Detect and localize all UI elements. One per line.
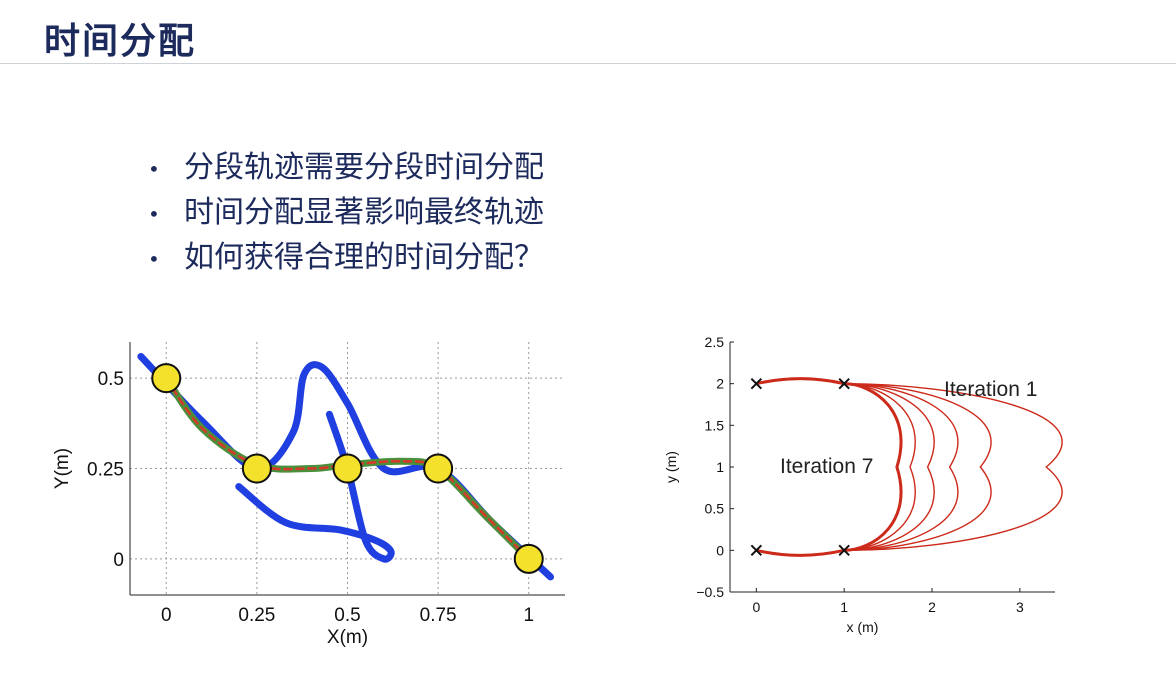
y-tick-label: 0 [716,542,724,558]
waypoint-cross-icon [838,377,850,390]
iteration-chart: 0 1 2 3 −0.5 0 0.5 1 1.5 2 2.5 x (m) y (m) Iteration … [663,334,1063,635]
x-tick-label: 3 [1016,599,1024,615]
bullet-item: • 时间分配显著影响最终轨迹 [148,191,544,236]
x-tick-label: 0.25 [238,605,275,626]
annotation-iteration-1: Iteration 1 [944,378,1037,401]
trajectory-arc [756,377,845,386]
x-axis-label: x (m) [847,619,879,635]
waypoint-marker [151,363,182,394]
bullet-item: • 分段轨迹需要分段时间分配 [148,146,544,191]
trajectory-chart: 0 0.25 0.5 0.75 100.250.5X(m)Y(m) [52,342,565,648]
iteration-curve [844,382,959,552]
trajectory-arc [756,548,845,557]
waypoint-cross-icon [750,377,763,390]
x-tick-label: 2 [928,599,936,615]
x-tick-label: 0 [161,605,172,626]
iteration-curve [844,382,935,552]
y-tick-label: 0 [113,550,124,571]
title-divider [0,63,1176,64]
y-tick-label: 1.5 [705,417,725,433]
iteration-curve [844,382,992,552]
y-tick-label: 2.5 [705,334,725,350]
y-axis-label: y (m) [663,451,679,483]
bullet-dot-icon: • [148,247,160,271]
waypoint-cross-icon [838,544,850,557]
x-tick-label: 0.5 [334,605,360,626]
series-line [235,410,395,563]
iteration-curve [844,382,903,552]
y-tick-label: 2 [716,376,724,392]
x-axis-label: X(m) [327,627,368,648]
waypoint-marker [332,453,363,484]
x-tick-label: 0.75 [420,605,457,626]
bullet-dot-icon: • [148,202,160,226]
x-tick-label: 1 [523,605,534,626]
x-tick-label: 1 [840,599,848,615]
bullet-dot-icon: • [148,157,160,181]
y-tick-label: 0.25 [87,460,124,481]
x-tick-label: 0 [752,599,760,615]
y-tick-label: 1 [716,459,724,475]
bullet-text: 时间分配显著影响最终轨迹 [184,195,544,230]
bullet-item: • 如何获得合理的时间分配？ [148,236,544,281]
waypoint-marker [513,543,544,574]
y-tick-label: 0.5 [705,501,725,517]
waypoint-cross-icon [750,544,763,557]
waypoint-marker [241,453,272,484]
y-tick-label: −0.5 [696,584,724,600]
y-tick-label: 0.5 [98,369,124,390]
slide-title: 时间分配 [44,20,197,62]
waypoint-marker [423,453,454,484]
y-axis-label: Y(m) [52,448,73,489]
bullet-text: 分段轨迹需要分段时间分配 [184,150,544,185]
iteration-curve [844,382,916,552]
bullet-text: 如何获得合理的时间分配？ [184,240,544,275]
annotation-iteration-7: Iteration 7 [780,455,873,478]
iteration-curve [844,382,1063,552]
bullet-list: • 分段轨迹需要分段时间分配 • 时间分配显著影响最终轨迹 • 如何获得合理的时间分配… [148,146,544,281]
